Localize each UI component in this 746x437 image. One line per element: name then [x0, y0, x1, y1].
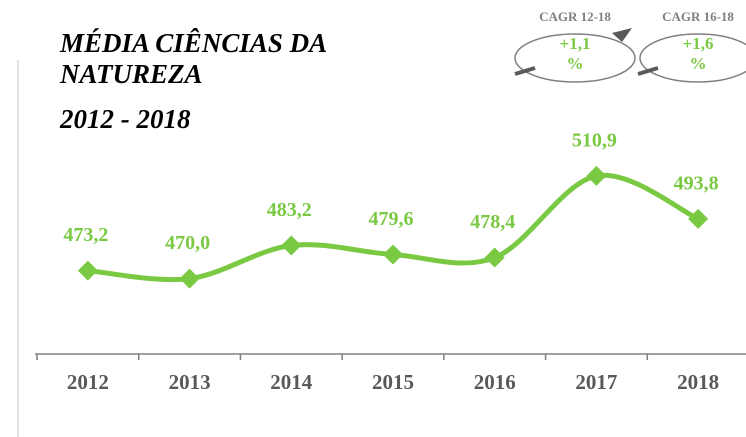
annotation-value: +1,6 % [682, 34, 714, 73]
cagr-ellipse [639, 33, 746, 83]
cagr-arrow [612, 28, 632, 42]
x-tick-label: 2017 [575, 370, 617, 394]
x-tick-label: 2012 [67, 370, 109, 394]
data-label: 493,8 [674, 172, 719, 194]
x-tick-label: 2016 [474, 370, 516, 394]
chart-title: MÉDIA CIÊNCIAS DA NATUREZA [60, 28, 326, 89]
marker [77, 260, 98, 281]
marker [484, 247, 505, 268]
marker [586, 165, 607, 186]
marker [281, 235, 302, 256]
x-tick-label: 2018 [677, 370, 719, 394]
data-label: 473,2 [63, 224, 108, 246]
cagr-ellipse [514, 33, 636, 83]
data-label: 510,9 [572, 129, 617, 151]
marker [179, 268, 200, 289]
x-tick-label: 2015 [372, 370, 414, 394]
cagr-arrow [514, 66, 536, 76]
annotation-label: CAGR 12-18 [539, 9, 611, 24]
x-tick-label: 2013 [169, 370, 211, 394]
marker [688, 208, 709, 229]
data-label: 479,6 [369, 208, 414, 230]
chart-subtitle: 2012 - 2018 [60, 104, 191, 134]
annotation-value: +1,1 % [559, 34, 591, 73]
data-label: 483,2 [267, 199, 312, 221]
cagr-arrow [637, 66, 659, 76]
annotation-label: CAGR 16-18 [662, 9, 734, 24]
data-label: 478,4 [470, 211, 515, 233]
data-label: 470,0 [165, 232, 210, 254]
x-tick-label: 2014 [270, 370, 313, 394]
marker [383, 244, 403, 265]
